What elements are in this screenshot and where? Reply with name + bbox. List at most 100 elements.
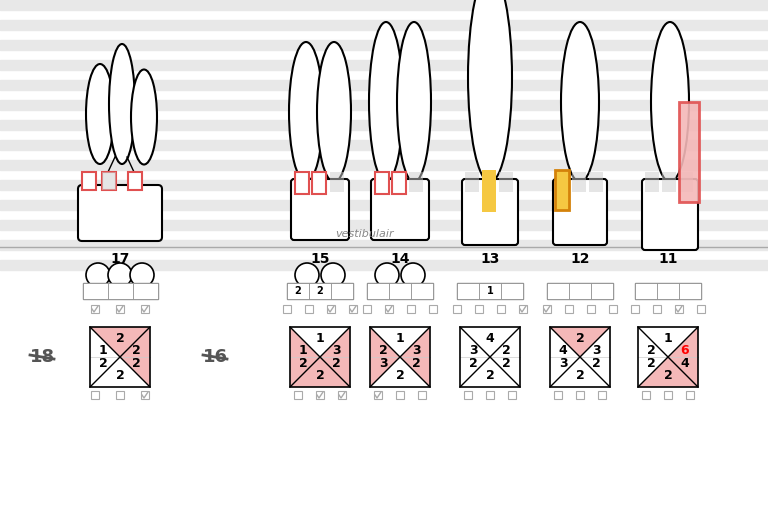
Bar [631, 305, 639, 313]
Text: 2: 2 [316, 369, 324, 382]
Polygon shape [638, 327, 668, 387]
Bar [312, 172, 326, 192]
Bar [697, 305, 705, 313]
Bar [389, 283, 411, 299]
Text: 2: 2 [333, 357, 341, 370]
Bar [589, 172, 603, 192]
Bar [0, 120, 768, 130]
Bar [635, 283, 701, 299]
Bar [453, 305, 461, 313]
Text: 2: 2 [132, 344, 141, 357]
Text: 2: 2 [412, 357, 421, 370]
Text: 3: 3 [333, 344, 341, 357]
Bar [679, 283, 701, 299]
Bar [82, 283, 108, 299]
Bar [565, 305, 573, 313]
Polygon shape [638, 357, 698, 387]
Bar [501, 283, 523, 299]
Text: 2: 2 [576, 369, 584, 382]
Text: 2: 2 [379, 344, 388, 357]
Text: 1: 1 [487, 286, 493, 296]
Text: 2: 2 [316, 286, 323, 296]
FancyBboxPatch shape [642, 179, 698, 250]
Bar [312, 172, 326, 194]
Bar [418, 391, 426, 399]
Bar [679, 102, 699, 202]
Circle shape [321, 263, 345, 287]
Text: 3: 3 [592, 344, 601, 357]
Bar [662, 172, 676, 192]
Polygon shape [90, 357, 150, 387]
Text: 13: 13 [480, 252, 500, 266]
Bar [465, 172, 479, 192]
FancyBboxPatch shape [291, 179, 349, 240]
Text: 1: 1 [316, 332, 324, 345]
Text: 14: 14 [390, 252, 410, 266]
Bar [0, 140, 768, 150]
Bar [497, 305, 505, 313]
Bar [686, 391, 694, 399]
FancyBboxPatch shape [371, 179, 429, 240]
Bar [543, 305, 551, 313]
Bar [587, 305, 595, 313]
Bar [396, 391, 404, 399]
Bar [547, 283, 613, 299]
Bar [657, 283, 679, 299]
Bar [287, 283, 353, 299]
Polygon shape [638, 327, 698, 357]
Bar [591, 283, 613, 299]
Ellipse shape [86, 64, 114, 164]
Bar [679, 172, 693, 192]
Bar [457, 283, 479, 299]
Polygon shape [400, 327, 430, 387]
Bar [370, 327, 430, 387]
Bar [407, 305, 415, 313]
Text: 2: 2 [647, 357, 656, 370]
Text: 16: 16 [203, 348, 227, 366]
Bar [550, 327, 610, 387]
Bar [375, 172, 389, 194]
Bar [572, 172, 586, 192]
Bar [0, 20, 768, 30]
Polygon shape [490, 327, 520, 387]
Bar [0, 160, 768, 170]
Bar [664, 391, 672, 399]
Text: vestibulair: vestibulair [336, 229, 394, 239]
Bar [411, 283, 433, 299]
Bar [0, 200, 768, 210]
Bar [316, 391, 324, 399]
Bar [309, 283, 331, 299]
Text: 2: 2 [502, 344, 511, 357]
Polygon shape [320, 327, 350, 387]
Text: 2: 2 [99, 357, 108, 370]
Bar [392, 172, 406, 192]
Circle shape [295, 263, 319, 287]
Bar [482, 172, 496, 192]
Bar [598, 391, 606, 399]
Ellipse shape [397, 22, 431, 182]
FancyBboxPatch shape [553, 179, 607, 245]
Polygon shape [290, 327, 350, 357]
Bar [294, 391, 302, 399]
Text: 2: 2 [295, 286, 301, 296]
Bar [0, 220, 768, 230]
Text: 2: 2 [576, 332, 584, 345]
Bar [457, 283, 523, 299]
Ellipse shape [369, 22, 403, 182]
Bar [305, 305, 313, 313]
Polygon shape [370, 327, 400, 387]
Circle shape [375, 263, 399, 287]
Polygon shape [90, 327, 150, 357]
Bar [409, 172, 423, 192]
Bar [675, 305, 683, 313]
Text: 2: 2 [485, 369, 495, 382]
Text: 3: 3 [412, 344, 421, 357]
Bar [375, 172, 389, 192]
Polygon shape [370, 357, 430, 387]
Bar [0, 60, 768, 70]
Polygon shape [290, 357, 350, 387]
Text: 2: 2 [664, 369, 672, 382]
Bar [349, 305, 357, 313]
Bar [486, 391, 494, 399]
Text: 2: 2 [116, 332, 124, 345]
